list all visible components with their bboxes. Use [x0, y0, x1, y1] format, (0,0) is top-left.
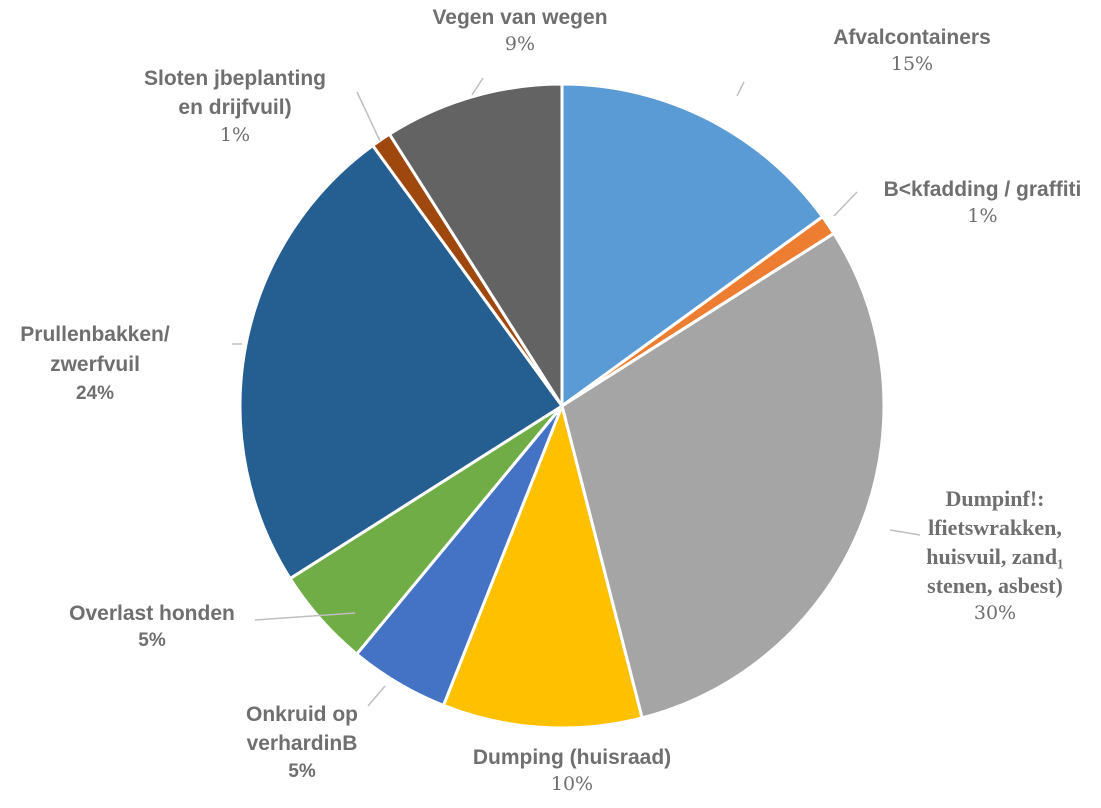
pie-slice-2 — [560, 231, 886, 720]
slice-label: Afvalcontainers — [833, 26, 991, 49]
slice-percent: 5% — [138, 630, 166, 651]
label-onkruid: Onkruid op verhardinB 5% — [228, 700, 376, 785]
slice-percent: 5% — [288, 761, 316, 782]
slice-label: Onkruid op verhardinB — [246, 703, 358, 755]
slice-percent: 1% — [219, 124, 251, 146]
slice-percent: 24% — [75, 383, 115, 404]
label-dumping-huisraad: Dumping (huisraad) 10% — [452, 744, 692, 798]
pie-slice-0 — [560, 82, 825, 409]
leader-line-3 — [889, 529, 921, 536]
leader-line-2 — [356, 91, 381, 142]
label-sloten: Sloten jbeplanting en drijfvuil) 1% — [120, 64, 350, 149]
slice-label: Dumpinf!: lfietswrakken, huisvuil, zand₁… — [926, 486, 1064, 598]
slice-percent: 30% — [973, 602, 1017, 624]
leader-line-1 — [736, 81, 745, 97]
leader-line-6 — [367, 685, 386, 707]
slice-percent: 9% — [504, 33, 536, 55]
slice-percent: 15% — [890, 53, 934, 75]
label-overlast-honden: Overlast honden 5% — [52, 600, 252, 654]
label-vegen-van-wegen: Vegen van wegen 9% — [420, 4, 620, 58]
leader-line-5 — [254, 612, 356, 621]
slice-label: Overlast honden — [69, 602, 235, 625]
label-afvalcontainers: Afvalcontainers 15% — [812, 24, 1012, 78]
label-graffiti: B<kfadding / graffiti 1% — [870, 176, 1095, 230]
leader-line-0 — [833, 191, 858, 217]
slice-label: Sloten jbeplanting en drijfvuil) — [144, 67, 326, 119]
label-prullenbakken: Prullenbakken/ zwerfvuil 24% — [0, 320, 190, 407]
pie-slice-6 — [238, 143, 565, 581]
pie-slice-8 — [387, 82, 564, 412]
label-dumping-fietswrakken: Dumpinf!: lfietswrakken, huisvuil, zand₁… — [890, 484, 1100, 627]
slice-label: Vegen van wegen — [432, 6, 608, 29]
slice-label: B<kfadding / graffiti — [883, 178, 1082, 201]
slice-percent: 10% — [550, 773, 594, 795]
slice-label: Dumping (huisraad) — [472, 746, 672, 769]
slice-percent: 1% — [967, 205, 998, 227]
leader-line-4 — [471, 77, 484, 96]
slice-label: Prullenbakken/ zwerfvuil — [20, 323, 170, 376]
pie-slice-3 — [441, 401, 644, 730]
